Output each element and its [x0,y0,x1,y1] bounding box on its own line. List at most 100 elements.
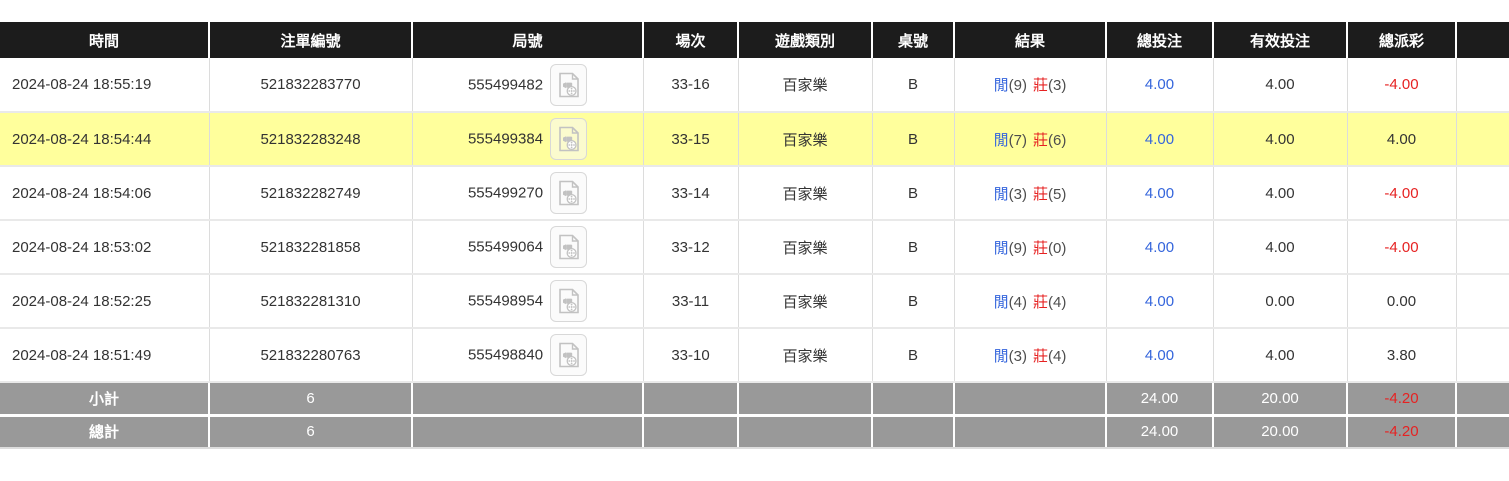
cell-payout: -4.00 [1347,166,1457,221]
cell-valid-bet: 4.00 [1213,112,1348,167]
cell-total-bet: 4.00 [1106,166,1214,221]
cell-extra [1456,112,1509,167]
cell-bet-id: 521832283770 [209,58,413,113]
video-replay-icon[interactable] [550,226,588,268]
result-banker-score: (4) [1048,347,1067,365]
result-banker-label: 莊 [1033,347,1049,365]
result-banker-score: (0) [1048,239,1067,257]
cell-bet-id: 521832283248 [209,112,413,167]
table-row[interactable]: 2024-08-24 18:54:44 521832283248 555499384… [0,112,1509,167]
col-header-total-payout: 總派彩 [1347,22,1457,58]
grand-total-total-bet: 24.00 [1106,415,1214,449]
cell-payout: 4.00 [1347,112,1457,167]
cell-total-bet: 4.00 [1106,274,1214,329]
result-banker-score: (4) [1048,293,1067,311]
result-player: 閒(4) [994,294,1027,311]
grand-total-empty [1456,415,1509,449]
video-replay-icon[interactable] [550,172,588,214]
result-player: 閒(7) [994,132,1027,149]
cell-valid-bet: 4.00 [1213,328,1348,383]
result-banker-label: 莊 [1033,185,1049,203]
cell-table-no: B [872,220,955,275]
table-row[interactable]: 2024-08-24 18:52:25 521832281310 555498954… [0,274,1509,329]
grand-total-empty [872,415,955,449]
cell-bet-id: 521832280763 [209,328,413,383]
cell-result: 閒(4) 莊(4) [954,274,1107,329]
grand-total-empty [954,415,1107,449]
table-header-row: 時間 注單編號 局號 場次 遊戲類別 桌號 結果 總投注 有效投注 總派彩 [0,22,1509,58]
cell-bet-id: 521832281310 [209,274,413,329]
result-banker: 莊(3) [1033,77,1066,94]
result-player: 閒(9) [994,240,1027,257]
result-player-score: (9) [1008,239,1027,257]
result-player-label: 閒 [993,77,1009,94]
result-banker-label: 莊 [1033,131,1049,149]
cell-payout: 0.00 [1347,274,1457,329]
grand-total-empty [643,415,739,449]
video-replay-icon[interactable] [550,63,588,106]
result-player: 閒(3) [994,348,1027,365]
result-player-label: 閒 [993,293,1009,311]
subtotal-empty [872,382,955,417]
subtotal-payout: -4.20 [1347,382,1457,417]
cell-time: 2024-08-24 18:53:02 [0,220,210,275]
video-replay-icon[interactable] [550,280,588,322]
table-row[interactable]: 2024-08-24 18:53:02 521832281858 555499064… [0,220,1509,275]
cell-valid-bet: 4.00 [1213,220,1348,275]
result-banker-score: (6) [1048,131,1067,149]
cell-result: 閒(7) 莊(6) [954,112,1107,167]
subtotal-total-bet: 24.00 [1106,382,1214,417]
grand-total-empty [412,415,644,449]
cell-payout: -4.00 [1347,58,1457,113]
video-replay-icon[interactable] [550,334,588,376]
cell-table-no: B [872,328,955,383]
subtotal-valid-bet: 20.00 [1213,382,1348,417]
result-player-score: (7) [1008,131,1027,149]
cell-game-type: 百家樂 [738,58,873,113]
cell-extra [1456,220,1509,275]
cell-valid-bet: 4.00 [1213,58,1348,113]
subtotal-empty [738,382,873,417]
cell-round-id: 555499482 [412,58,644,113]
result-banker: 莊(0) [1033,240,1066,257]
cell-time: 2024-08-24 18:51:49 [0,328,210,383]
cell-round-id: 555499384 [412,112,644,167]
result-banker-label: 莊 [1033,239,1049,257]
cell-total-bet: 4.00 [1106,220,1214,275]
round-id-text: 555498954 [467,292,544,310]
col-header-game-type: 遊戲類別 [738,22,873,58]
bet-history-table: 時間 注單編號 局號 場次 遊戲類別 桌號 結果 總投注 有效投注 總派彩 20… [0,22,1509,449]
cell-bet-id: 521832281858 [209,220,413,275]
cell-session: 33-10 [643,328,739,383]
cell-table-no: B [872,166,955,221]
result-banker-score: (5) [1048,185,1067,203]
cell-session: 33-11 [643,274,739,329]
table-row[interactable]: 2024-08-24 18:55:19 521832283770 555499482… [0,58,1509,113]
bet-history-panel: 時間 注單編號 局號 場次 遊戲類別 桌號 結果 總投注 有效投注 總派彩 20… [0,22,1509,449]
col-header-valid-bet: 有效投注 [1213,22,1348,58]
subtotal-label: 小計 [0,382,210,417]
cell-valid-bet: 4.00 [1213,166,1348,221]
table-body: 2024-08-24 18:55:19 521832283770 555499482… [0,58,1509,383]
cell-session: 33-14 [643,166,739,221]
cell-round-id: 555498840 [412,328,644,383]
table-row[interactable]: 2024-08-24 18:51:49 521832280763 555498840… [0,328,1509,383]
cell-payout: -4.00 [1347,220,1457,275]
col-header-result: 結果 [954,22,1107,58]
cell-extra [1456,274,1509,329]
cell-round-id: 555499064 [412,220,644,275]
video-replay-icon[interactable] [550,118,588,160]
table-row[interactable]: 2024-08-24 18:54:06 521832282749 555499270… [0,166,1509,221]
result-player-label: 閒 [993,347,1009,365]
round-id-text: 555499064 [467,238,544,256]
round-id-text: 555499270 [467,184,544,202]
cell-game-type: 百家樂 [738,166,873,221]
cell-payout: 3.80 [1347,328,1457,383]
result-banker: 莊(4) [1033,294,1066,311]
result-player-label: 閒 [993,131,1009,149]
result-banker-label: 莊 [1033,77,1049,94]
cell-valid-bet: 0.00 [1213,274,1348,329]
cell-time: 2024-08-24 18:54:44 [0,112,210,167]
cell-game-type: 百家樂 [738,274,873,329]
subtotal-row: 小計 6 24.00 20.00 -4.20 [0,382,1509,417]
